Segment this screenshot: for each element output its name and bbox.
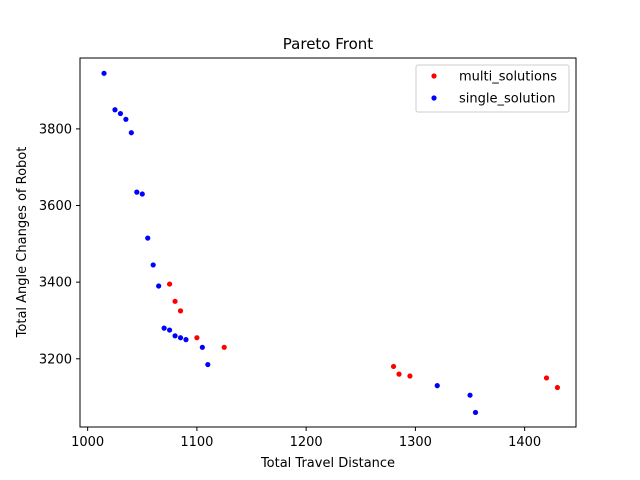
- data-point: [183, 337, 189, 343]
- data-point: [161, 325, 167, 331]
- plot-area: [101, 70, 561, 416]
- x-tick-label: 1000: [71, 435, 104, 450]
- x-tick-label: 1300: [399, 435, 432, 450]
- data-point: [543, 375, 550, 381]
- data-point: [177, 335, 184, 341]
- data-point: [434, 383, 440, 389]
- legend-box: [415, 64, 570, 113]
- series-multi-solutions: [166, 281, 561, 391]
- data-point: [150, 262, 156, 268]
- x-axis-ticks: 1000 1100 1200 1300 1400: [71, 427, 541, 450]
- legend: multi_solutions single_solution: [415, 64, 570, 113]
- legend-marker: [431, 73, 437, 79]
- data-point: [101, 70, 107, 76]
- series-single-solution: [101, 70, 479, 416]
- legend-marker: [431, 95, 437, 101]
- data-point: [199, 344, 205, 350]
- legend-label: multi_solutions: [459, 70, 557, 85]
- data-point: [128, 130, 134, 136]
- x-tick-label: 1200: [290, 435, 323, 450]
- data-point: [112, 107, 118, 113]
- y-tick-label: 3200: [39, 352, 72, 367]
- data-point: [123, 116, 129, 122]
- data-point: [194, 335, 200, 341]
- chart-title: Pareto Front: [283, 35, 374, 53]
- x-tick-label: 1400: [508, 435, 541, 450]
- y-axis-label: Total Angle Changes of Robot: [15, 147, 30, 339]
- data-point: [156, 283, 162, 289]
- data-point: [139, 191, 145, 197]
- x-axis-label: Total Travel Distance: [260, 456, 395, 471]
- data-point: [467, 392, 473, 398]
- axes-frame: [79, 57, 577, 428]
- data-point: [172, 298, 178, 304]
- data-point: [221, 344, 227, 350]
- legend-label: single_solution: [459, 92, 555, 107]
- y-tick-label: 3400: [39, 276, 72, 291]
- data-point: [472, 409, 479, 416]
- data-point: [145, 235, 151, 241]
- data-point: [134, 189, 140, 195]
- y-tick-label: 3800: [39, 122, 72, 137]
- data-point: [554, 384, 561, 391]
- data-point: [117, 110, 124, 117]
- data-point: [396, 371, 402, 377]
- data-point: [166, 281, 173, 287]
- data-point: [166, 327, 173, 333]
- data-point: [205, 361, 211, 368]
- data-point: [177, 308, 184, 314]
- data-point: [390, 363, 397, 370]
- x-tick-label: 1100: [180, 435, 213, 450]
- data-point: [407, 373, 413, 379]
- y-tick-label: 3600: [39, 199, 72, 214]
- y-axis-ticks: 3200 3400 3600 3800: [39, 122, 80, 367]
- data-point: [172, 333, 178, 339]
